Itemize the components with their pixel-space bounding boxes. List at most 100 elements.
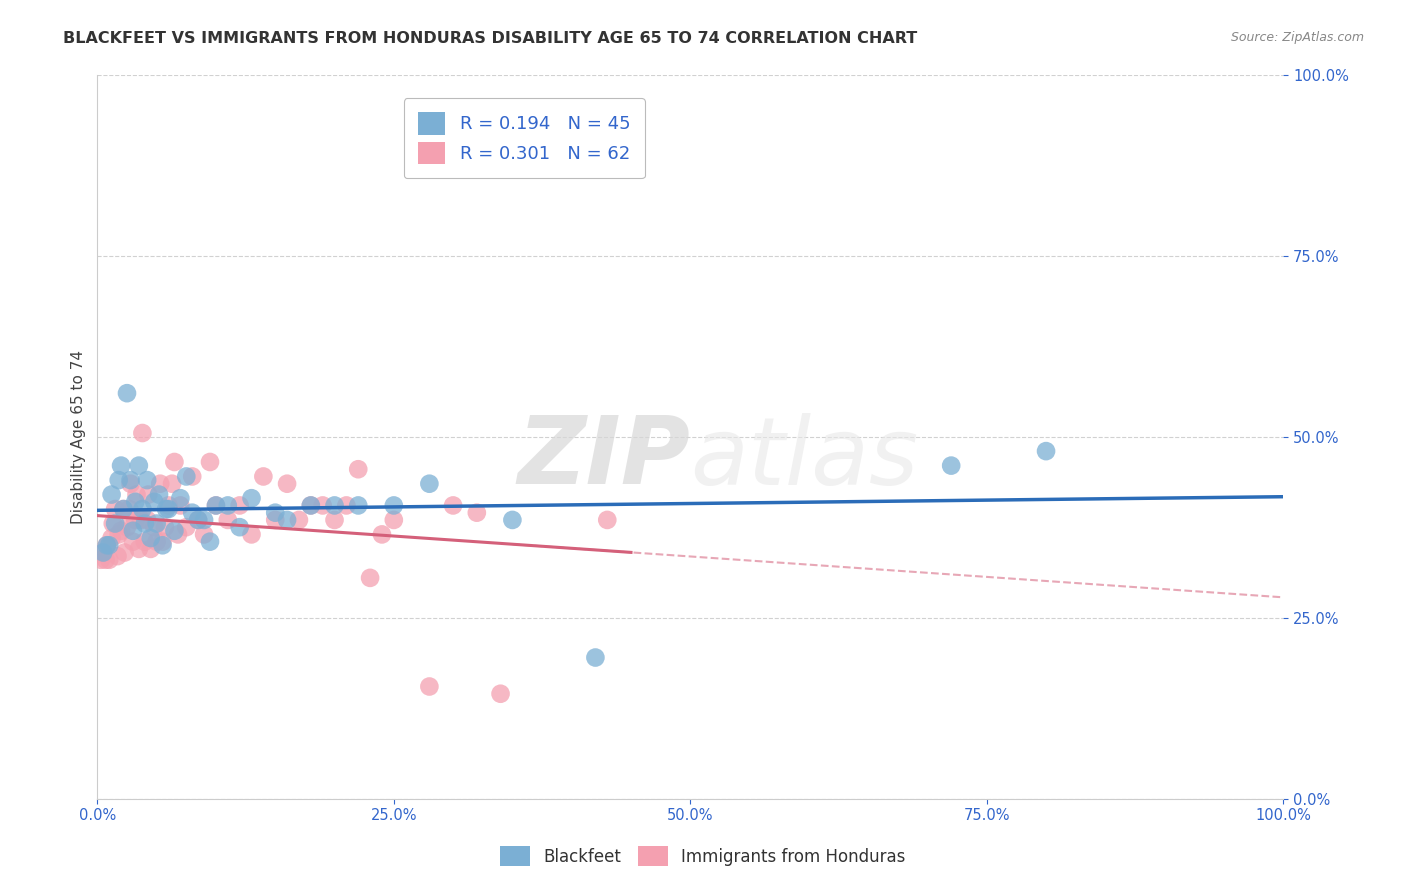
Point bbox=[145, 534, 167, 549]
Point bbox=[96, 538, 118, 552]
Point bbox=[583, 650, 606, 665]
Point bbox=[98, 538, 121, 552]
Point bbox=[96, 538, 118, 552]
Point bbox=[155, 502, 177, 516]
Point bbox=[91, 545, 114, 559]
Point bbox=[198, 455, 221, 469]
Point bbox=[129, 513, 152, 527]
Point bbox=[299, 499, 322, 513]
Point bbox=[288, 513, 311, 527]
Point bbox=[101, 516, 124, 531]
Point bbox=[347, 499, 370, 513]
Point bbox=[149, 476, 172, 491]
Point bbox=[114, 545, 136, 559]
Point bbox=[169, 499, 191, 513]
Point bbox=[264, 513, 287, 527]
Point bbox=[107, 549, 129, 563]
Point bbox=[163, 524, 186, 538]
Point bbox=[228, 499, 250, 513]
Point bbox=[596, 513, 619, 527]
Legend: Blackfeet, Immigrants from Honduras: Blackfeet, Immigrants from Honduras bbox=[492, 838, 914, 875]
Point bbox=[382, 499, 405, 513]
Point bbox=[139, 531, 162, 545]
Point bbox=[323, 499, 346, 513]
Point bbox=[276, 476, 298, 491]
Point bbox=[418, 476, 440, 491]
Point bbox=[205, 499, 228, 513]
Point bbox=[1035, 444, 1057, 458]
Point bbox=[187, 513, 209, 527]
Point bbox=[441, 499, 464, 513]
Point bbox=[228, 520, 250, 534]
Point bbox=[174, 469, 197, 483]
Point bbox=[90, 553, 112, 567]
Point bbox=[152, 538, 174, 552]
Point bbox=[104, 516, 127, 531]
Point bbox=[335, 499, 357, 513]
Point bbox=[240, 527, 263, 541]
Point bbox=[252, 469, 274, 483]
Point bbox=[160, 476, 183, 491]
Text: BLACKFEET VS IMMIGRANTS FROM HONDURAS DISABILITY AGE 65 TO 74 CORRELATION CHART: BLACKFEET VS IMMIGRANTS FROM HONDURAS DI… bbox=[63, 31, 918, 46]
Point bbox=[100, 487, 122, 501]
Point bbox=[169, 491, 191, 506]
Legend: R = 0.194   N = 45, R = 0.301   N = 62: R = 0.194 N = 45, R = 0.301 N = 62 bbox=[404, 98, 645, 178]
Point bbox=[181, 506, 204, 520]
Point bbox=[120, 473, 142, 487]
Point bbox=[276, 513, 298, 527]
Point bbox=[112, 502, 135, 516]
Text: ZIP: ZIP bbox=[517, 412, 690, 504]
Point bbox=[359, 571, 381, 585]
Point bbox=[134, 516, 156, 531]
Point bbox=[205, 499, 228, 513]
Point bbox=[501, 513, 523, 527]
Point bbox=[174, 520, 197, 534]
Point bbox=[143, 520, 166, 534]
Point bbox=[128, 541, 150, 556]
Point bbox=[465, 506, 488, 520]
Point bbox=[941, 458, 963, 473]
Point bbox=[145, 516, 167, 531]
Point bbox=[193, 513, 215, 527]
Point bbox=[122, 524, 145, 538]
Point bbox=[198, 534, 221, 549]
Y-axis label: Disability Age 65 to 74: Disability Age 65 to 74 bbox=[72, 350, 86, 524]
Point bbox=[136, 513, 159, 527]
Point bbox=[264, 506, 287, 520]
Point bbox=[124, 513, 146, 527]
Point bbox=[118, 502, 141, 516]
Point bbox=[240, 491, 263, 506]
Point bbox=[115, 520, 138, 534]
Point bbox=[139, 541, 162, 556]
Point bbox=[153, 520, 176, 534]
Point bbox=[187, 513, 209, 527]
Text: Source: ZipAtlas.com: Source: ZipAtlas.com bbox=[1230, 31, 1364, 45]
Point bbox=[115, 386, 138, 401]
Point bbox=[193, 527, 215, 541]
Point bbox=[418, 680, 440, 694]
Point bbox=[382, 513, 405, 527]
Point bbox=[152, 534, 174, 549]
Point bbox=[157, 499, 180, 513]
Point bbox=[124, 495, 146, 509]
Point bbox=[112, 502, 135, 516]
Point bbox=[100, 531, 122, 545]
Point bbox=[217, 513, 239, 527]
Point bbox=[110, 458, 132, 473]
Point bbox=[125, 487, 148, 501]
Point bbox=[311, 499, 333, 513]
Text: atlas: atlas bbox=[690, 413, 918, 504]
Point bbox=[107, 527, 129, 541]
Point bbox=[120, 476, 142, 491]
Point bbox=[136, 473, 159, 487]
Point bbox=[167, 527, 190, 541]
Point bbox=[134, 534, 156, 549]
Point bbox=[110, 524, 132, 538]
Point bbox=[131, 502, 153, 516]
Point bbox=[98, 553, 121, 567]
Point bbox=[299, 499, 322, 513]
Point bbox=[131, 425, 153, 440]
Point bbox=[91, 545, 114, 559]
Point bbox=[371, 527, 394, 541]
Point bbox=[128, 458, 150, 473]
